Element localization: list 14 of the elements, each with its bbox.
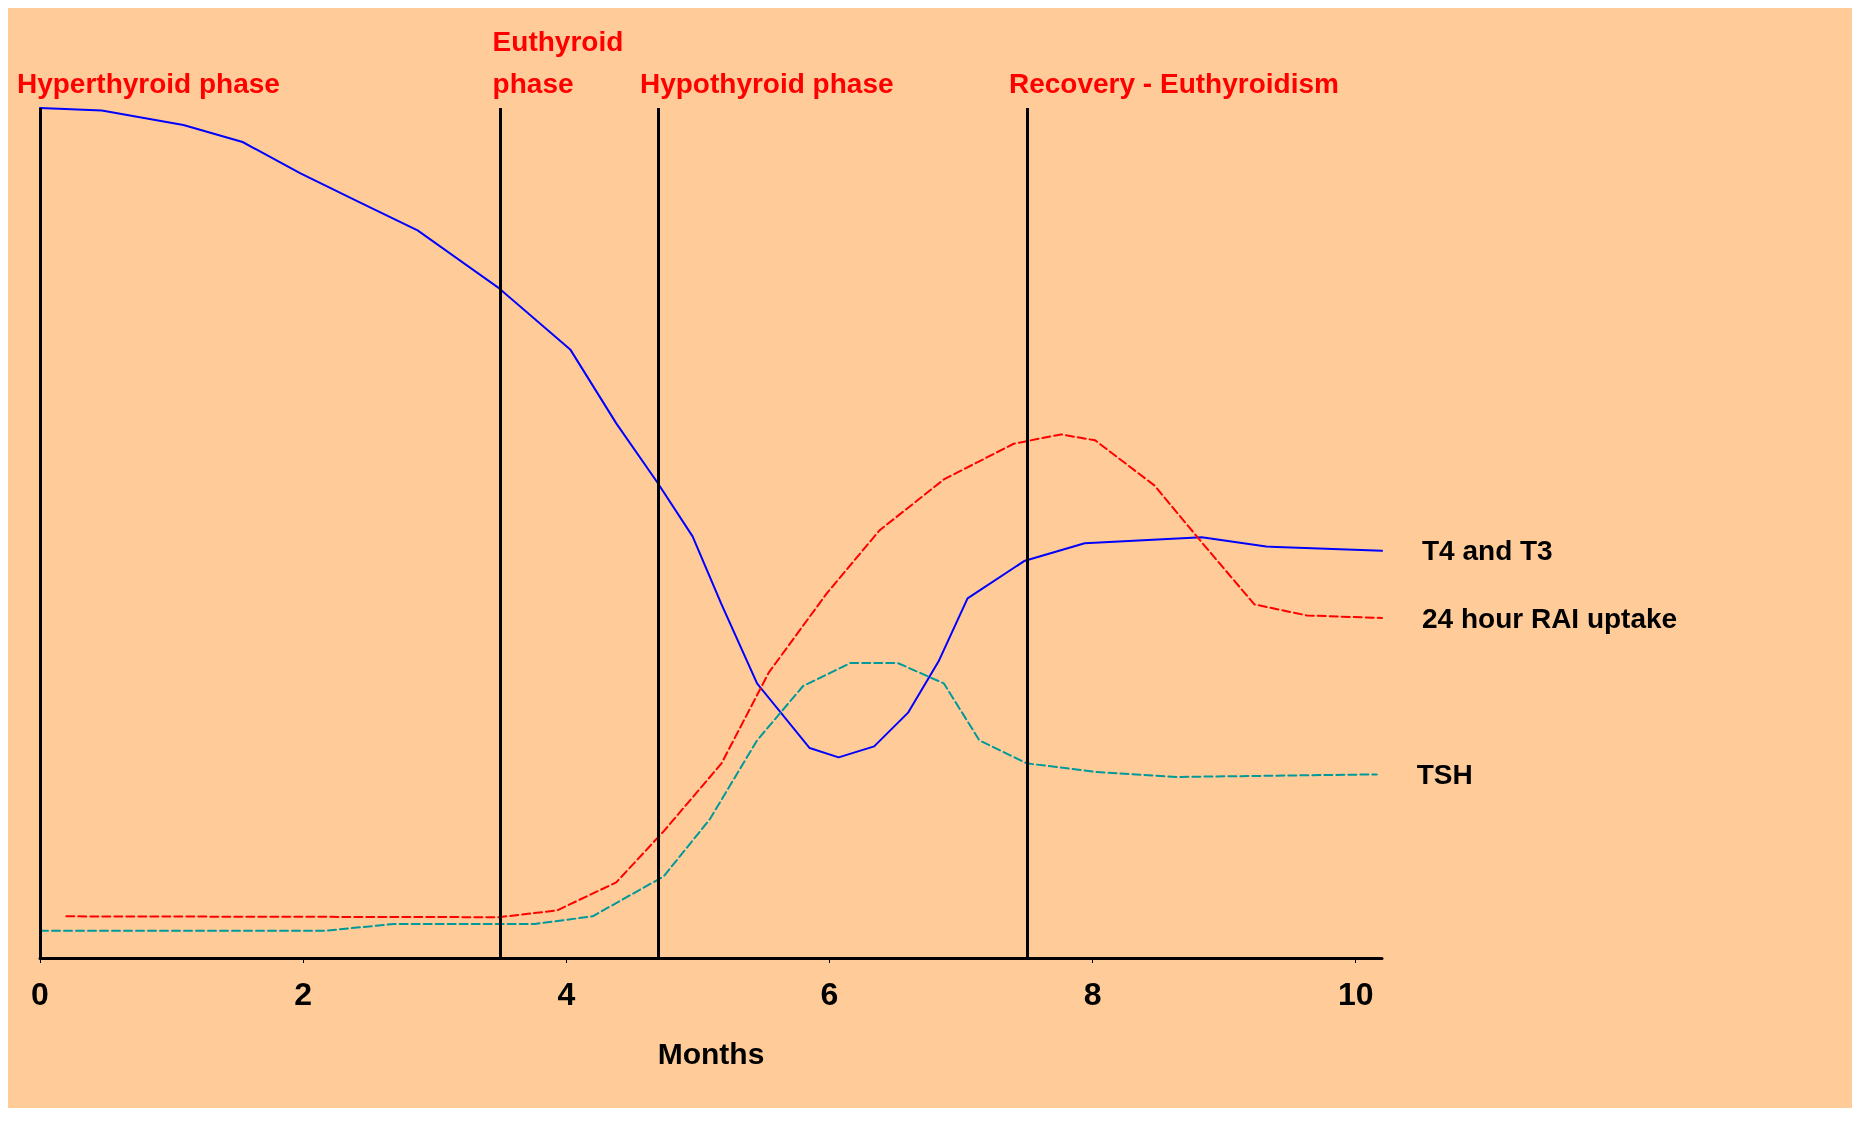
x-tick-label: 10: [1337, 976, 1374, 1012]
text: Recovery - Euthyroidism: [1009, 67, 1339, 99]
series-label: T4 and T3: [1422, 535, 1553, 567]
text: Hypothyroid phase: [639, 67, 894, 99]
x-tick-label: 0: [31, 976, 49, 1012]
x-tick-label: 8: [1083, 976, 1102, 1012]
text: Euthyroid phase: [492, 25, 632, 99]
x-tick-label: 6: [820, 976, 839, 1012]
x-tick-label: 4: [557, 976, 576, 1012]
series-label: 24 hour RAI uptake: [1422, 602, 1678, 634]
x-axis-title: Months: [657, 1036, 765, 1070]
series-label: TSH: [1416, 758, 1473, 790]
text: Hyperthyroid phase: [16, 67, 280, 99]
x-tick-label: 2: [294, 976, 313, 1012]
